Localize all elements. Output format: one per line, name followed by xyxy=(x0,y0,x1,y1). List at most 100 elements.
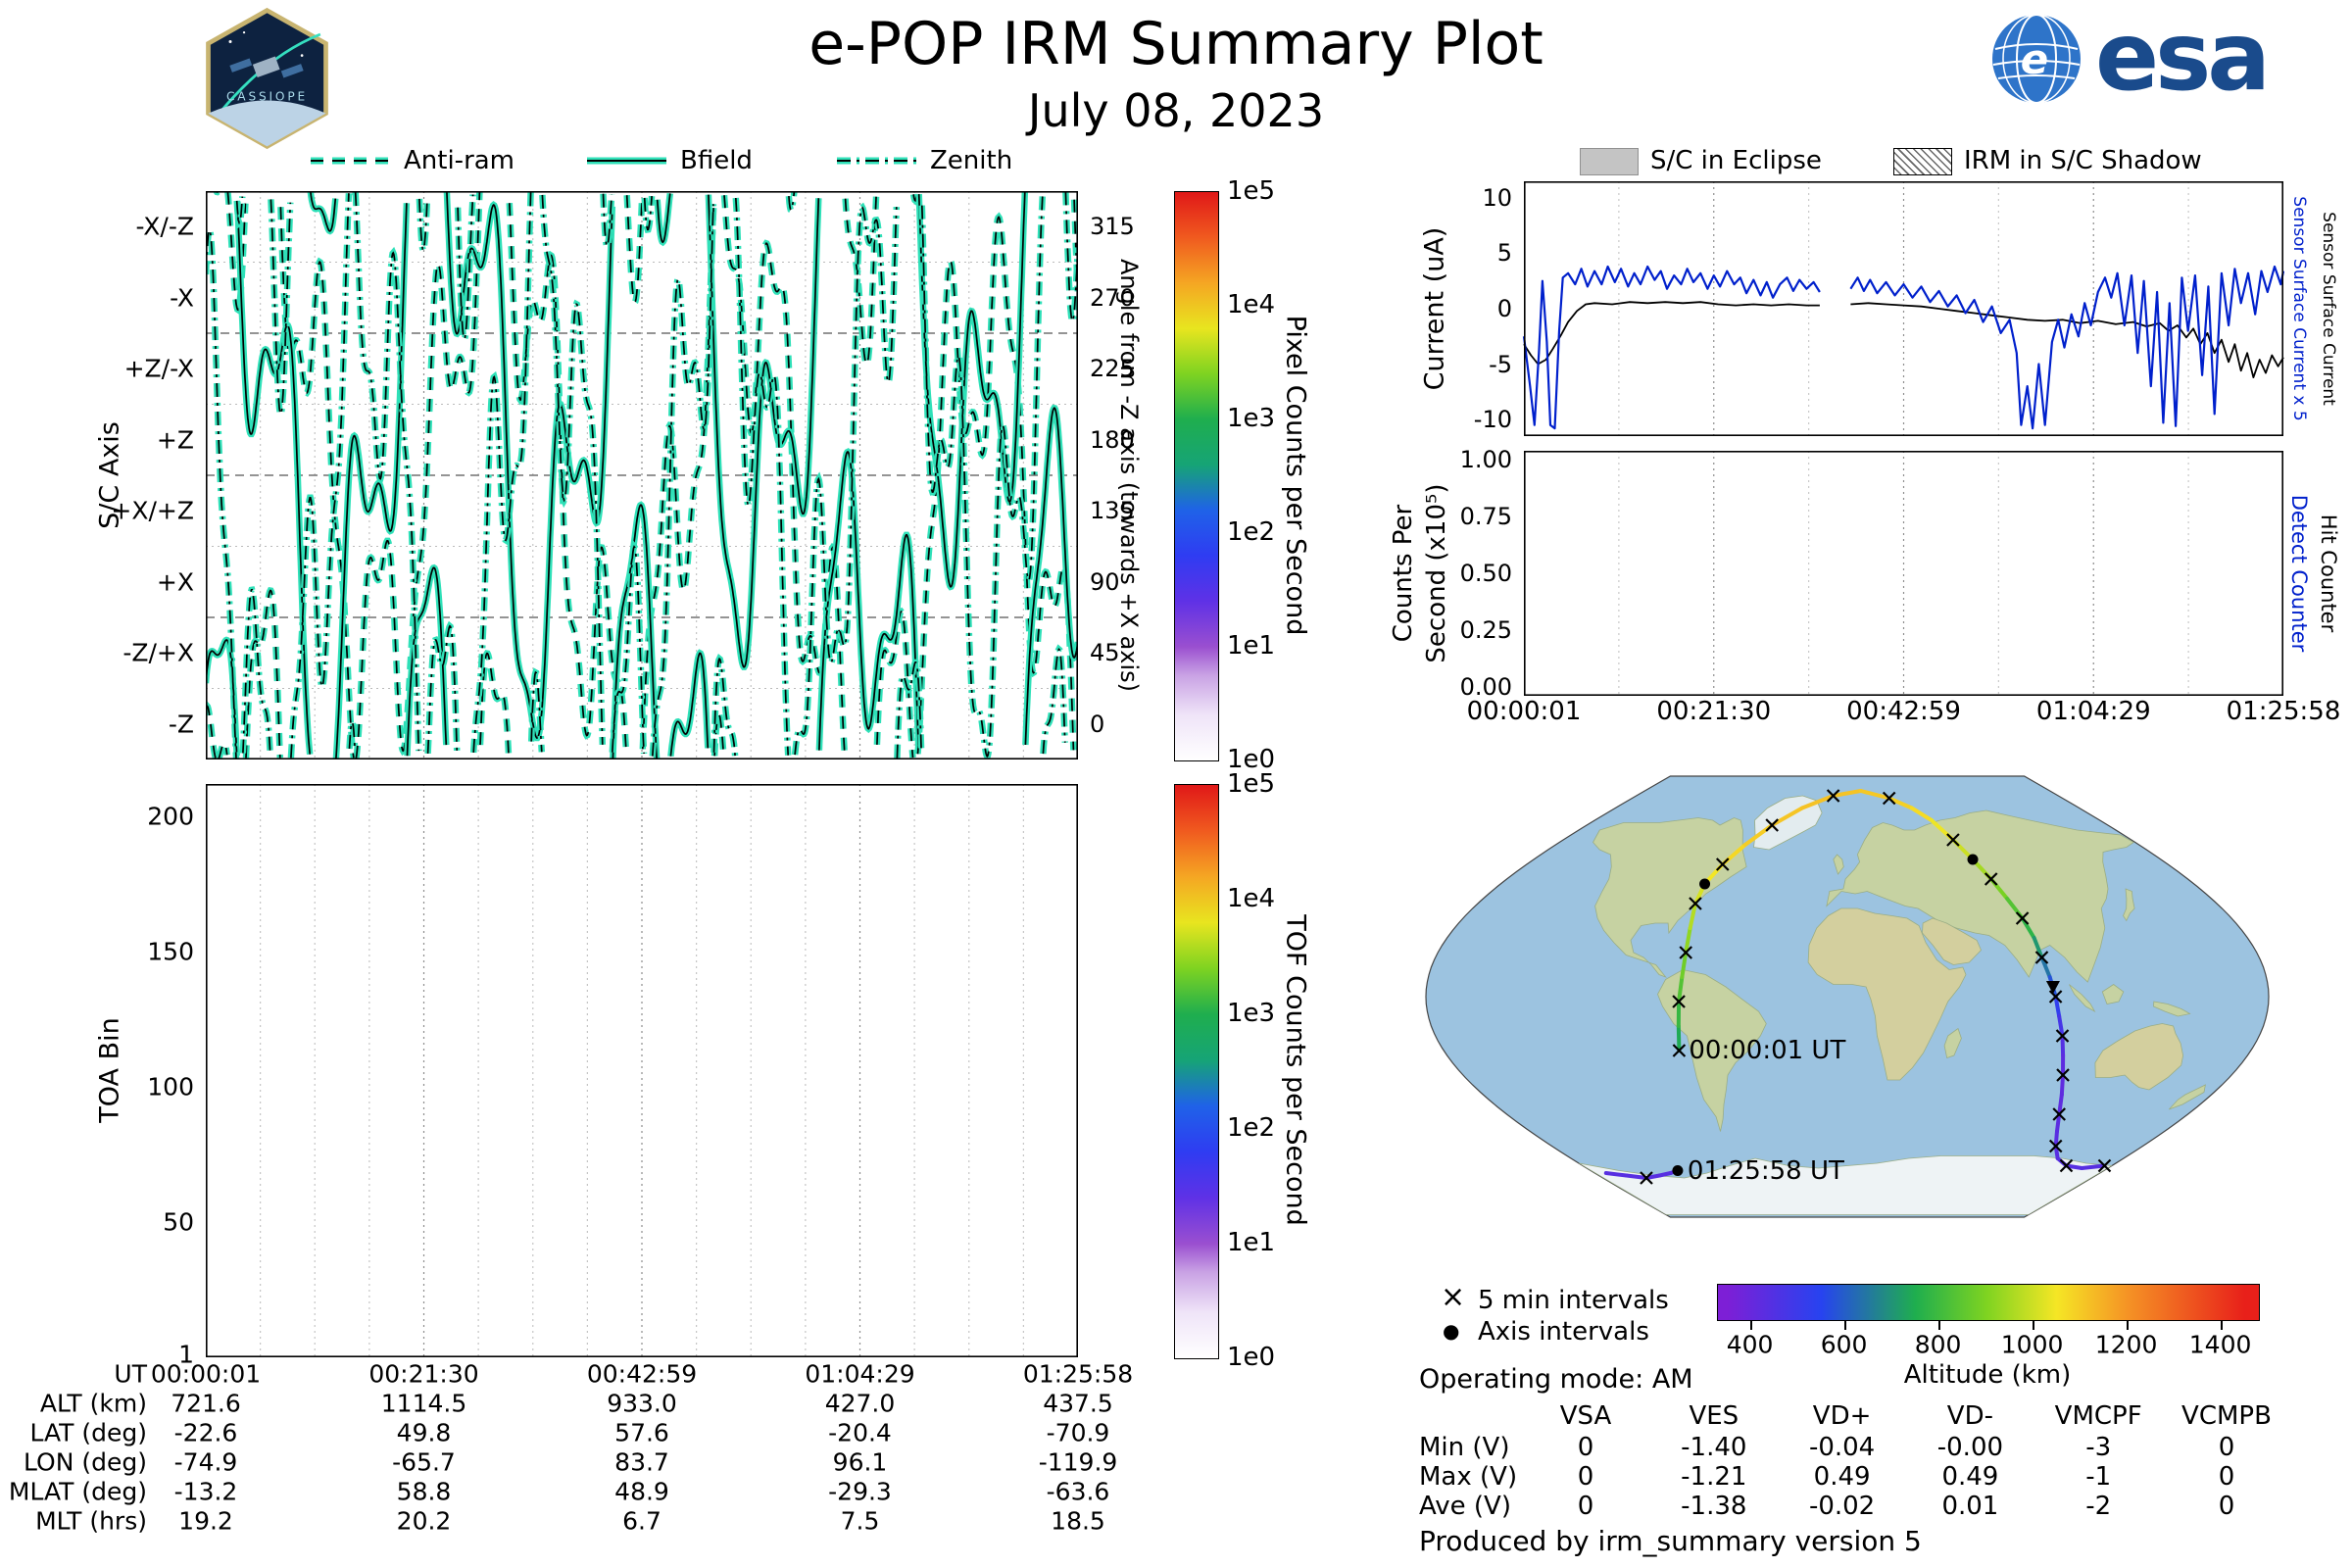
voltage-row-label: Max (V) xyxy=(1419,1462,1518,1492)
sensor-surface-current-x5-label: Sensor Surface Current x 5 xyxy=(2289,196,2309,421)
eclipse-legend-patch xyxy=(1580,148,1639,175)
x-marker-icon xyxy=(1640,1171,1653,1185)
ephemeris-value: 57.6 xyxy=(614,1418,669,1447)
pixel-colorbar-label: Pixel Counts per Second xyxy=(1280,315,1311,636)
altitude-tick-label: 1400 xyxy=(2188,1330,2252,1359)
svg-text:e: e xyxy=(2021,35,2049,83)
ephemeris-value: -29.3 xyxy=(828,1477,892,1506)
hit-counter-label: Hit Counter xyxy=(2317,514,2340,633)
ephemeris-value: -119.9 xyxy=(1038,1447,1118,1477)
pixel-colorbar-tick: 1e3 xyxy=(1227,404,1276,433)
ephemeris-value: 00:21:30 xyxy=(368,1359,479,1389)
voltage-value: -1 xyxy=(2085,1462,2112,1492)
voltage-value: -1.21 xyxy=(1681,1462,1747,1492)
axis-intervals-label: Axis intervals xyxy=(1478,1317,1649,1347)
tof-colorbar-tick: 1e2 xyxy=(1227,1113,1276,1143)
eclipse-legend-label: S/C in Eclipse xyxy=(1650,146,1822,175)
counts-plot xyxy=(1524,451,2284,696)
x-marker-icon xyxy=(2048,1139,2063,1153)
esa-logo: e xyxy=(1989,12,2083,106)
ephemeris-value: -65.7 xyxy=(392,1447,456,1477)
legend-label: Bfield xyxy=(680,146,753,175)
pixel-colorbar-tick: 1e4 xyxy=(1227,290,1276,319)
x-marker-icon xyxy=(2056,1068,2070,1082)
satellite-panel-icon xyxy=(229,58,253,73)
altitude-tick-mark xyxy=(2220,1321,2223,1330)
tof-colorbar-tick: 1e5 xyxy=(1227,769,1276,799)
voltage-value: -1.40 xyxy=(1681,1433,1747,1462)
map-annotation: 00:00:01 UT xyxy=(1689,1036,1846,1065)
ephemeris-value: 7.5 xyxy=(840,1506,880,1536)
angle-tick-label: 90 xyxy=(1090,567,1120,596)
voltage-value: 0 xyxy=(2218,1492,2235,1521)
shadow-legend-patch xyxy=(1893,148,1952,175)
altitude-tick-label: 800 xyxy=(1914,1330,1962,1359)
sc-axis-tick-label: +Z xyxy=(156,425,194,455)
ephemeris-row-label: MLT (hrs) xyxy=(35,1506,147,1536)
voltage-col-header: VSA xyxy=(1559,1401,1612,1431)
ephemeris-value: 83.7 xyxy=(614,1447,669,1477)
x-marker-icon xyxy=(1946,833,1960,847)
x-marker-icon xyxy=(1984,872,1998,886)
toa-bin-plot xyxy=(206,784,1079,1358)
voltage-row-label: Min (V) xyxy=(1419,1433,1510,1462)
satellite-body-icon xyxy=(252,56,280,78)
voltage-value: 0.49 xyxy=(1941,1462,1999,1492)
sc-axis-tick-label: -Z/+X xyxy=(122,638,194,667)
altitude-colorbar xyxy=(1717,1284,2260,1321)
sc-axis-tick-label: +X xyxy=(156,567,194,597)
voltage-value: 0 xyxy=(1577,1492,1594,1521)
voltage-value: 0.49 xyxy=(1813,1462,1871,1492)
counts-tick-label: 0.50 xyxy=(1459,560,1512,587)
ephemeris-value: -70.9 xyxy=(1046,1418,1110,1447)
sc-axis-tick-label: -X/-Z xyxy=(135,212,194,241)
altitude-tick-mark xyxy=(1843,1321,1846,1330)
voltage-value: -1.38 xyxy=(1681,1492,1747,1521)
current-plot xyxy=(1522,181,2285,436)
pixel-colorbar-tick: 1e0 xyxy=(1227,745,1276,774)
altitude-tick-label: 1200 xyxy=(2094,1330,2158,1359)
sc-axis-tick-label: +X/+Z xyxy=(111,496,194,525)
toa-tick-label: 200 xyxy=(147,802,194,831)
legend-label: Anti-ram xyxy=(404,146,515,175)
voltage-col-header: VD+ xyxy=(1812,1401,1872,1431)
cassiope-wordmark: CASSIOPE xyxy=(226,90,308,104)
angle-tick-label: 135 xyxy=(1090,497,1135,525)
ephemeris-row-label: MLAT (deg) xyxy=(8,1477,147,1506)
voltage-value: 0 xyxy=(2218,1462,2235,1492)
x-marker-icon xyxy=(2052,1107,2066,1121)
x-marker-icon xyxy=(1672,1044,1687,1057)
x-marker-icon xyxy=(2055,1029,2070,1043)
legend-label: Zenith xyxy=(930,146,1013,175)
cassiope-earth xyxy=(208,100,326,147)
ephemeris-row-label: LON (deg) xyxy=(24,1447,147,1477)
ephemeris-value: -20.4 xyxy=(828,1418,892,1447)
ephemeris-row-label: LAT (deg) xyxy=(29,1418,147,1447)
ephemeris-value: 00:42:59 xyxy=(586,1359,698,1389)
voltage-value: 0.01 xyxy=(1941,1492,1999,1521)
ephemeris-value: 721.6 xyxy=(171,1389,241,1418)
altitude-colorbar-label: Altitude (km) xyxy=(1903,1360,2072,1390)
current-ylabel: Current (uA) xyxy=(1419,226,1450,391)
ephemeris-row-label: UT xyxy=(114,1359,147,1389)
five-min-intervals-label: 5 min intervals xyxy=(1478,1286,1669,1315)
altitude-tick-label: 600 xyxy=(1820,1330,1868,1359)
ephemeris-value: 01:25:58 xyxy=(1022,1359,1134,1389)
counts-tick-label: 0.75 xyxy=(1459,503,1512,531)
current-tick-label: 5 xyxy=(1496,239,1512,268)
voltage-value: 0 xyxy=(1577,1462,1594,1492)
time-tick-label: 01:04:29 xyxy=(2035,697,2151,726)
voltage-value: -2 xyxy=(2085,1492,2112,1521)
altitude-tick-mark xyxy=(2032,1321,2034,1330)
dot-marker-icon xyxy=(1699,878,1711,890)
voltage-value: -0.00 xyxy=(1936,1433,2004,1462)
x-marker-icon: × xyxy=(1441,1280,1466,1314)
time-tick-label: 00:42:59 xyxy=(1846,697,1961,726)
ephemeris-value: -22.6 xyxy=(173,1418,238,1447)
ephemeris-value: -63.6 xyxy=(1046,1477,1110,1506)
dot-marker-icon xyxy=(1967,854,1979,865)
legend-line-sample xyxy=(837,157,916,165)
time-tick-label: 00:00:01 xyxy=(1466,697,1582,726)
angle-ylabel: Angle from -Z axis (towards +X axis) xyxy=(1115,258,1143,693)
